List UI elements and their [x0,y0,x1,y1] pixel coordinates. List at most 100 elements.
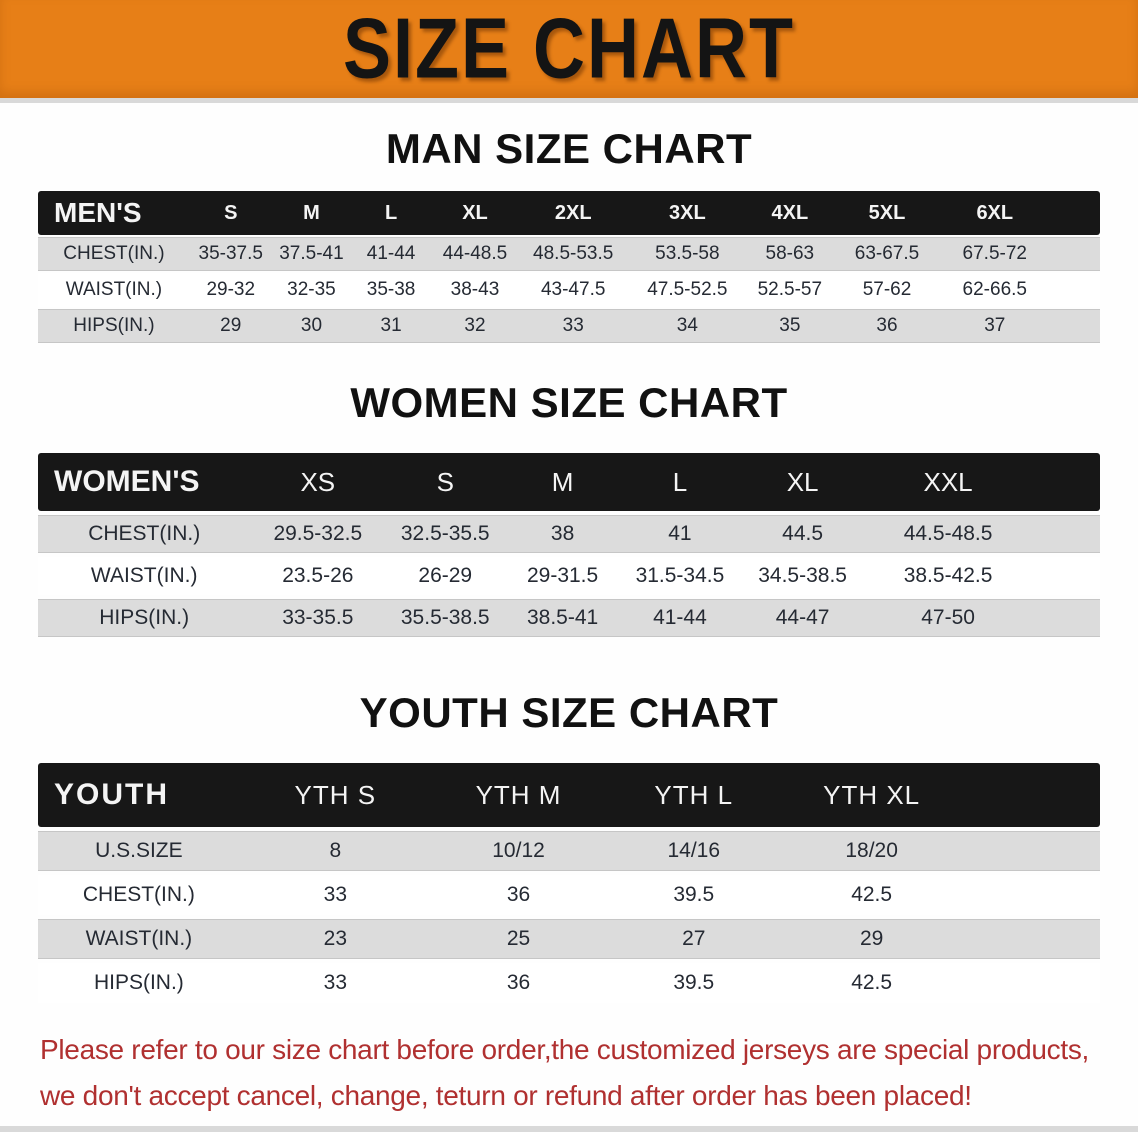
men-col-4xl: 4XL [747,191,833,235]
size-value: 47-50 [865,599,1031,637]
size-value: 35-38 [351,273,431,307]
youth-heading: YOUTH SIZE CHART [359,689,779,736]
header-spacer [1030,453,1100,511]
youth-group-label: YOUTH [38,763,240,827]
women-heading: WOMEN SIZE CHART [350,379,788,426]
youth-waist-row: WAIST(IN.) 23 25 27 29 [38,919,1100,959]
women-header-row: WOMEN'S XS S M L XL XXL [38,453,1100,511]
bottom-edge-strip [0,1126,1138,1132]
size-value: 67.5-72 [941,237,1048,271]
disclaimer-line-1: Please refer to our size chart before or… [40,1034,1090,1065]
row-spacer [1030,515,1100,553]
size-value: 37 [941,309,1048,343]
size-value: 32.5-35.5 [385,515,506,553]
size-value: 29-31.5 [505,557,620,595]
size-value: 30 [271,309,352,343]
size-value: 44-47 [739,599,866,637]
row-spacer [961,831,1100,871]
size-value: 36 [832,309,942,343]
size-value: 39.5 [606,875,782,915]
size-value: 35-37.5 [189,237,272,271]
size-value: 43-47.5 [519,273,628,307]
women-group-label: WOMEN'S [38,453,251,511]
size-value: 29 [189,309,272,343]
size-value: 42.5 [781,963,962,1003]
row-label: U.S.SIZE [38,831,240,871]
women-col-xl: XL [739,453,866,511]
men-chest-row: CHEST(IN.) 35-37.5 37.5-41 41-44 44-48.5… [38,237,1100,271]
size-value: 34.5-38.5 [739,557,866,595]
youth-chest-row: CHEST(IN.) 33 36 39.5 42.5 [38,875,1100,915]
youth-size-table: YOUTH YTH S YTH M YTH L YTH XL U.S.SIZE … [38,759,1100,1007]
size-value: 32 [430,309,520,343]
size-value: 36 [430,875,607,915]
size-value: 52.5-57 [747,273,833,307]
women-waist-row: WAIST(IN.) 23.5-26 26-29 29-31.5 31.5-34… [38,557,1100,595]
disclaimer: Please refer to our size chart before or… [40,1027,1138,1119]
size-value: 26-29 [385,557,506,595]
row-spacer [1030,557,1100,595]
youth-col-l: YTH L [606,763,782,827]
size-value: 35.5-38.5 [385,599,506,637]
size-value: 18/20 [781,831,962,871]
women-col-xs: XS [250,453,386,511]
row-spacer [1047,237,1100,271]
women-chest-row: CHEST(IN.) 29.5-32.5 32.5-35.5 38 41 44.… [38,515,1100,553]
size-value: 34 [627,309,748,343]
size-value: 33 [239,875,431,915]
row-label: CHEST(IN.) [38,515,251,553]
men-col-2xl: 2XL [519,191,628,235]
size-value: 35 [747,309,833,343]
row-spacer [1047,273,1100,307]
size-value: 39.5 [606,963,782,1003]
men-col-3xl: 3XL [627,191,748,235]
women-section: WOMEN SIZE CHART WOMEN'S XS S M L XL XXL [0,379,1138,641]
men-group-label: MEN'S [38,191,190,235]
size-value: 41-44 [619,599,740,637]
men-waist-row: WAIST(IN.) 29-32 32-35 35-38 38-43 43-47… [38,273,1100,307]
size-value: 53.5-58 [627,237,748,271]
row-label: WAIST(IN.) [38,919,240,959]
size-value: 44.5-48.5 [865,515,1031,553]
size-value: 44.5 [739,515,866,553]
size-value: 48.5-53.5 [519,237,628,271]
youth-col-xl: YTH XL [781,763,962,827]
size-value: 57-62 [832,273,942,307]
men-size-table: MEN'S S M L XL 2XL 3XL 4XL 5XL 6XL CHEST… [38,189,1100,345]
size-value: 38-43 [430,273,520,307]
youth-col-s: YTH S [239,763,431,827]
women-hips-row: HIPS(IN.) 33-35.5 35.5-38.5 38.5-41 41-4… [38,599,1100,637]
disclaimer-line-2: we don't accept cancel, change, teturn o… [40,1080,972,1111]
row-spacer [1047,309,1100,343]
youth-col-m: YTH M [430,763,607,827]
women-col-l: L [619,453,740,511]
size-value: 33 [519,309,628,343]
men-section: MAN SIZE CHART MEN'S S M L XL 2XL 3XL 4X… [0,125,1138,345]
size-value: 25 [430,919,607,959]
row-label: HIPS(IN.) [38,963,240,1003]
size-value: 27 [606,919,782,959]
men-col-5xl: 5XL [832,191,942,235]
banner: SIZE CHART [0,0,1138,103]
men-col-m: M [271,191,352,235]
size-value: 31.5-34.5 [619,557,740,595]
size-value: 58-63 [747,237,833,271]
row-spacer [961,919,1100,959]
men-hips-row: HIPS(IN.) 29 30 31 32 33 34 35 36 37 [38,309,1100,343]
size-value: 37.5-41 [271,237,352,271]
size-value: 23.5-26 [250,557,386,595]
women-col-m: M [505,453,620,511]
size-value: 62-66.5 [941,273,1048,307]
size-value: 8 [239,831,431,871]
row-spacer [1030,599,1100,637]
size-value: 14/16 [606,831,782,871]
row-label: HIPS(IN.) [38,309,190,343]
youth-section: YOUTH SIZE CHART YOUTH YTH S YTH M YTH L… [0,689,1138,1007]
size-value: 38 [505,515,620,553]
row-label: CHEST(IN.) [38,875,240,915]
men-col-6xl: 6XL [941,191,1048,235]
size-value: 33-35.5 [250,599,386,637]
women-col-xxl: XXL [865,453,1031,511]
men-col-l: L [351,191,431,235]
